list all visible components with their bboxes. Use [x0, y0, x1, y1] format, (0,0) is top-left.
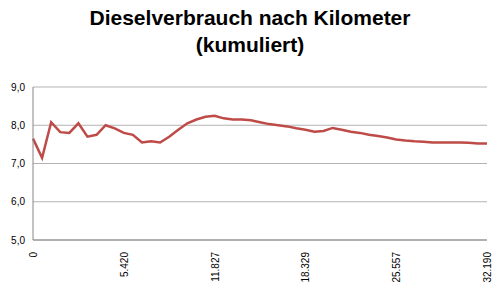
svg-text:7,0: 7,0 [11, 158, 25, 169]
svg-text:6,0: 6,0 [11, 196, 25, 207]
svg-text:5,0: 5,0 [11, 235, 25, 246]
svg-text:32.190: 32.190 [482, 252, 492, 283]
svg-text:0: 0 [28, 252, 39, 258]
svg-text:5.420: 5.420 [119, 252, 130, 277]
svg-text:18.329: 18.329 [300, 252, 311, 283]
svg-text:11.827: 11.827 [210, 252, 221, 282]
svg-text:9,0: 9,0 [11, 82, 25, 93]
svg-text:8,0: 8,0 [11, 120, 25, 131]
html-text:Dieselverbrauch nach Kilometer: Dieselverbrauch nach Kilometer (kumulier… [89, 6, 411, 56]
svg-text:25.557: 25.557 [391, 252, 402, 283]
